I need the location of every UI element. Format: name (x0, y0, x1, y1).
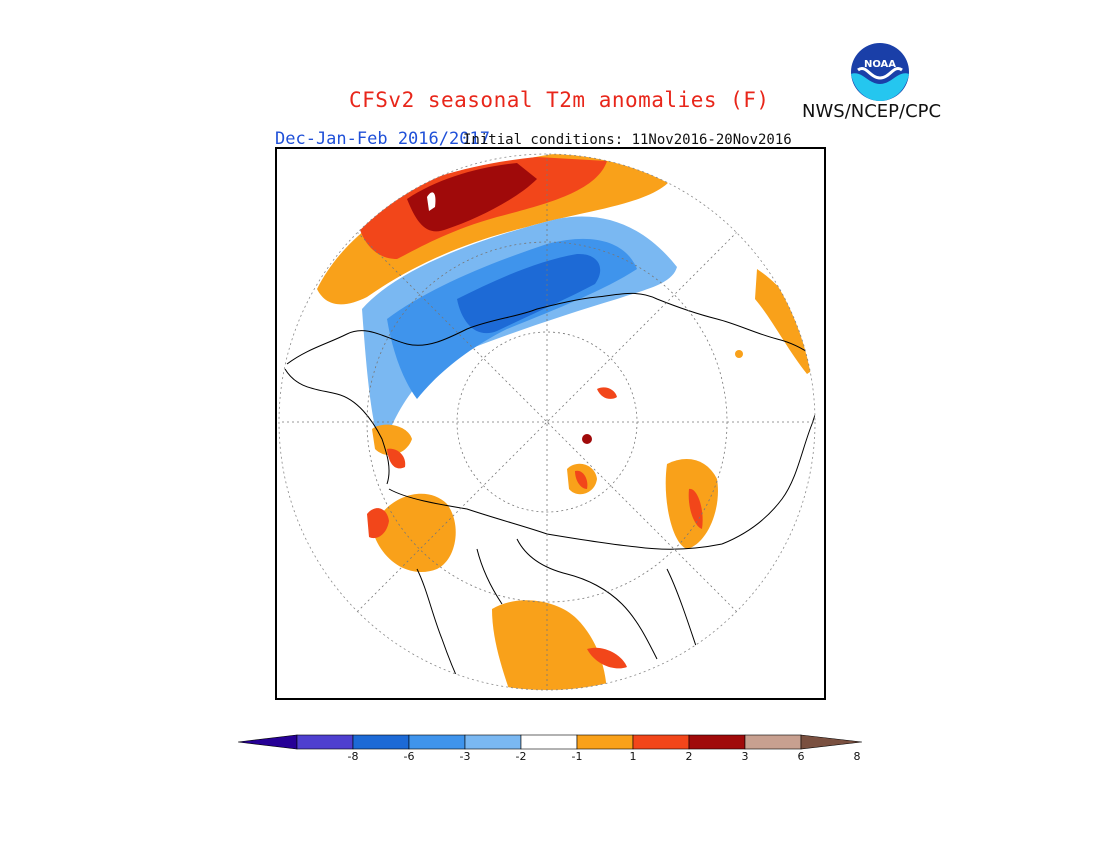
great-lakes-red-region (587, 647, 627, 669)
season-label: Dec-Jan-Feb 2016/2017 (275, 129, 490, 149)
initial-conditions-label: Initial conditions: 11Nov2016-20Nov2016 (463, 132, 792, 148)
svalbard-red-spot (597, 387, 617, 399)
europe-east-warm-region (755, 269, 815, 374)
siberia-dark-blue-region (457, 253, 601, 334)
colorbar-cell (576, 734, 634, 750)
north-pacific-core-region (407, 163, 537, 232)
polar-map-svg (278, 153, 816, 691)
colorbar-tick-label: 1 (629, 750, 637, 763)
north-pacific-warm-region (317, 154, 677, 305)
bering-warm-region (372, 424, 412, 456)
colorbar-arrow-left (238, 734, 298, 750)
colorbar-tick-label: 6 (797, 750, 805, 763)
colorbar-tick-label: -1 (571, 750, 583, 763)
alaska-red-region (367, 508, 389, 539)
colorbar-tick-label: 2 (685, 750, 693, 763)
colorbar-cell (408, 734, 466, 750)
colorbar-tick-label: 3 (741, 750, 749, 763)
baffin-red-region (575, 470, 588, 489)
colorbar (238, 734, 862, 750)
alaska-warm-region (372, 493, 456, 573)
logo-text: NOAA (864, 59, 896, 70)
north-america-warm-region (492, 600, 607, 690)
scandinavia-warm-spot (735, 350, 743, 358)
colorbar-cell (352, 734, 410, 750)
colorbar-cell (632, 734, 690, 750)
colorbar-cell (296, 734, 354, 750)
greenland-red-region (688, 488, 703, 529)
colorbar-tick-label: -2 (515, 750, 527, 763)
colorbar-tick-label: -3 (459, 750, 471, 763)
colorbar-tick-label: -6 (403, 750, 415, 763)
colorbar-cell (688, 734, 746, 750)
bering-red-region (387, 448, 406, 469)
anomaly-map (275, 147, 826, 700)
agency-label: NWS/NCEP/CPC (802, 101, 942, 122)
colorbar-cell (464, 734, 522, 750)
chart-title: CFSv2 seasonal T2m anomalies (F) (349, 88, 770, 112)
colorbar-arrow-right (800, 734, 862, 750)
colorbar-tick-label: 8 (853, 750, 861, 763)
noaa-logo-icon: NOAA (849, 41, 911, 103)
colorbar-cell (744, 734, 802, 750)
white-gap-region (427, 192, 436, 211)
arctic-red-spot (582, 434, 592, 444)
colorbar-cell (520, 734, 578, 750)
colorbar-tick-label: -8 (347, 750, 359, 763)
